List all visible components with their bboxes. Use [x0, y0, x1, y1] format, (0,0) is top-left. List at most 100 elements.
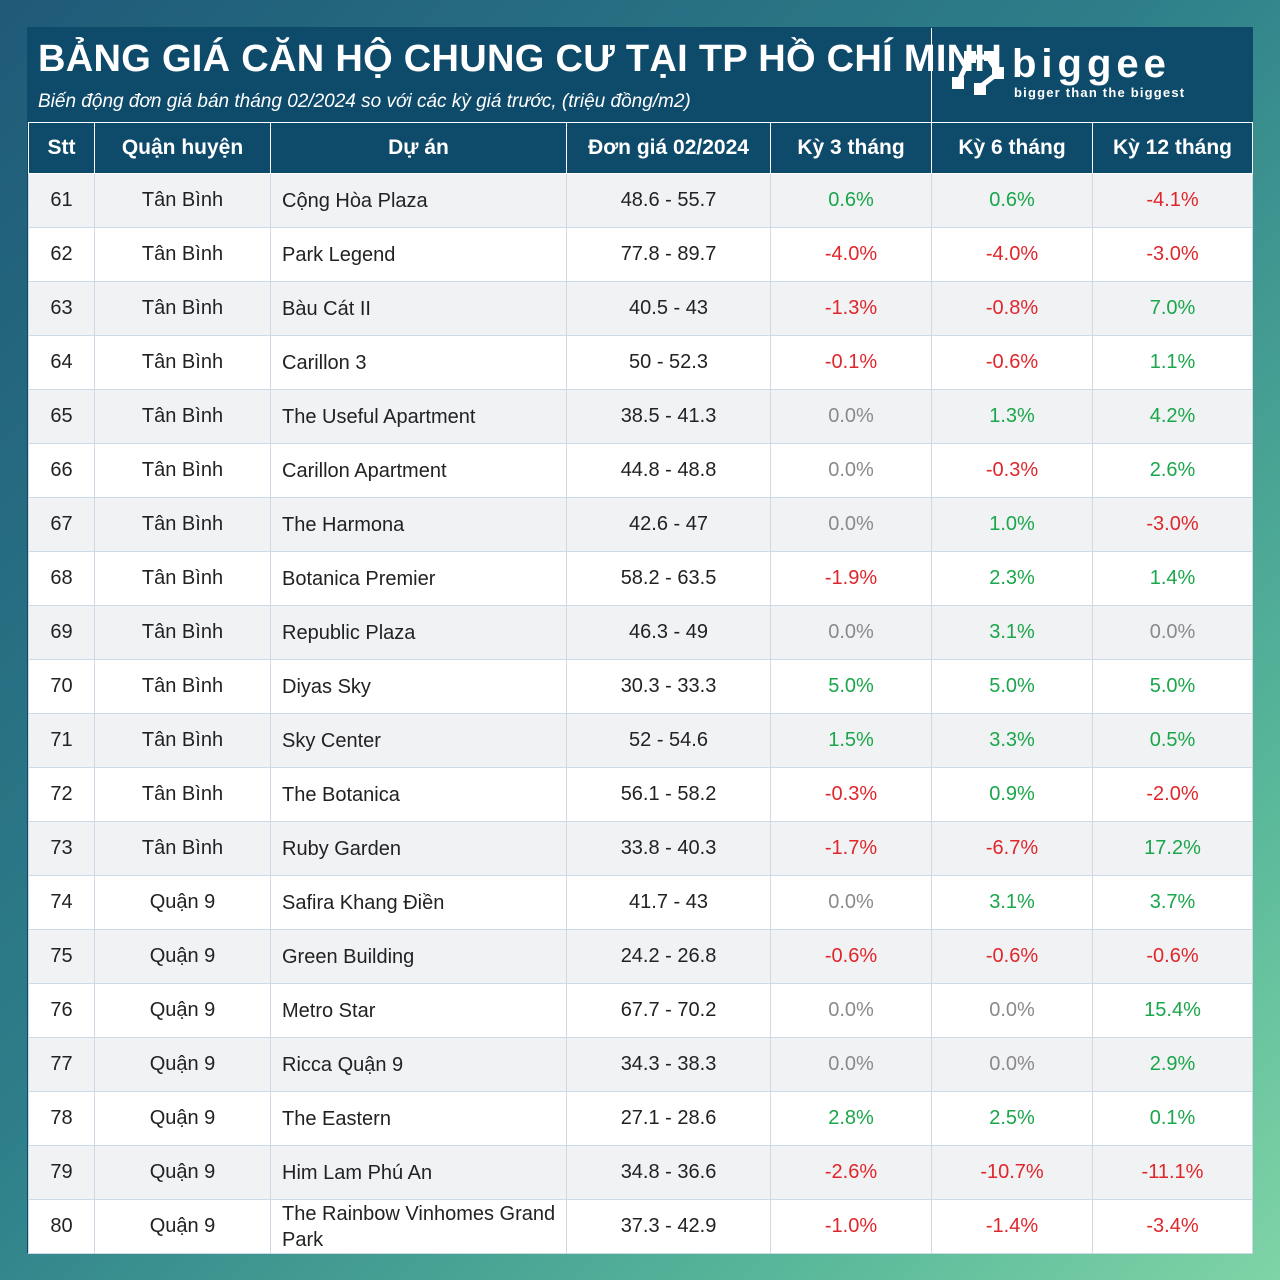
- cell-district: Tân Bình: [94, 605, 271, 660]
- cell-12-month: -3.0%: [1092, 497, 1253, 552]
- price-table: Stt Quận huyện Dự án Đơn giá 02/2024 Kỳ …: [28, 122, 1253, 1254]
- cell-project: The Useful Apartment: [270, 389, 567, 444]
- cell-project: Bàu Cát II: [270, 281, 567, 336]
- cell-6-month: 0.6%: [931, 173, 1093, 228]
- cell-district: Tân Bình: [94, 767, 271, 822]
- cell-stt: 69: [28, 605, 95, 660]
- table-row: 62 Tân Bình Park Legend 77.8 - 89.7 -4.0% -4.…: [28, 227, 1253, 282]
- table-row: 71 Tân Bình Sky Center 52 - 54.6 1.5% 3.3% 0.5…: [28, 713, 1253, 768]
- cell-project: The Botanica: [270, 767, 567, 822]
- cell-project: Ricca Quận 9: [270, 1037, 567, 1092]
- cell-stt: 70: [28, 659, 95, 714]
- cell-project: Diyas Sky: [270, 659, 567, 714]
- table-row: 63 Tân Bình Bàu Cát II 40.5 - 43 -1.3% -0.8% 7…: [28, 281, 1253, 336]
- cell-12-month: 1.4%: [1092, 551, 1253, 606]
- cell-price: 77.8 - 89.7: [566, 227, 771, 282]
- cell-project: The Harmona: [270, 497, 567, 552]
- cell-6-month: 1.3%: [931, 389, 1093, 444]
- cell-6-month: 2.3%: [931, 551, 1093, 606]
- table-row: 67 Tân Bình The Harmona 42.6 - 47 0.0% 1.0% -3…: [28, 497, 1253, 552]
- cell-12-month: -3.0%: [1092, 227, 1253, 282]
- cell-project: Sky Center: [270, 713, 567, 768]
- cell-stt: 75: [28, 929, 95, 984]
- cell-3-month: -1.3%: [770, 281, 932, 336]
- cell-price: 42.6 - 47: [566, 497, 771, 552]
- cell-stt: 66: [28, 443, 95, 498]
- cell-6-month: -0.6%: [931, 929, 1093, 984]
- cell-3-month: 0.0%: [770, 875, 932, 930]
- cell-price: 34.8 - 36.6: [566, 1145, 771, 1200]
- cell-12-month: 4.2%: [1092, 389, 1253, 444]
- cell-3-month: 0.0%: [770, 443, 932, 498]
- cell-district: Tân Bình: [94, 335, 271, 390]
- cell-12-month: 3.7%: [1092, 875, 1253, 930]
- cell-12-month: -4.1%: [1092, 173, 1253, 228]
- cell-stt: 68: [28, 551, 95, 606]
- cell-project: Cộng Hòa Plaza: [270, 173, 567, 228]
- cell-district: Quận 9: [94, 929, 271, 984]
- cell-stt: 62: [28, 227, 95, 282]
- col-header-6-month: Kỳ 6 tháng: [931, 122, 1093, 174]
- cell-district: Tân Bình: [94, 173, 271, 228]
- table-row: 78 Quận 9 The Eastern 27.1 - 28.6 2.8% 2.5% 0.…: [28, 1091, 1253, 1146]
- cell-3-month: -1.7%: [770, 821, 932, 876]
- cell-12-month: -11.1%: [1092, 1145, 1253, 1200]
- cell-price: 34.3 - 38.3: [566, 1037, 771, 1092]
- cell-6-month: 2.5%: [931, 1091, 1093, 1146]
- cell-price: 30.3 - 33.3: [566, 659, 771, 714]
- cell-12-month: 17.2%: [1092, 821, 1253, 876]
- cell-price: 24.2 - 26.8: [566, 929, 771, 984]
- cell-3-month: 5.0%: [770, 659, 932, 714]
- cell-district: Quận 9: [94, 1091, 271, 1146]
- cell-3-month: 0.0%: [770, 605, 932, 660]
- table-row: 75 Quận 9 Green Building 24.2 - 26.8 -0.6% -0…: [28, 929, 1253, 984]
- page-title: BẢNG GIÁ CĂN HỘ CHUNG CƯ TẠI TP HỒ CHÍ M…: [38, 38, 1003, 80]
- cell-project: Metro Star: [270, 983, 567, 1038]
- cell-12-month: 0.1%: [1092, 1091, 1253, 1146]
- cell-price: 56.1 - 58.2: [566, 767, 771, 822]
- cell-6-month: -0.3%: [931, 443, 1093, 498]
- cell-6-month: -10.7%: [931, 1145, 1093, 1200]
- cell-6-month: -4.0%: [931, 227, 1093, 282]
- cell-price: 40.5 - 43: [566, 281, 771, 336]
- cell-price: 41.7 - 43: [566, 875, 771, 930]
- cell-district: Tân Bình: [94, 389, 271, 444]
- cell-district: Tân Bình: [94, 227, 271, 282]
- cell-price: 37.3 - 42.9: [566, 1199, 771, 1254]
- cell-project: Green Building: [270, 929, 567, 984]
- cell-stt: 63: [28, 281, 95, 336]
- cell-stt: 80: [28, 1199, 95, 1254]
- cell-district: Quận 9: [94, 1145, 271, 1200]
- cell-district: Tân Bình: [94, 551, 271, 606]
- cell-district: Quận 9: [94, 983, 271, 1038]
- cell-price: 67.7 - 70.2: [566, 983, 771, 1038]
- cell-12-month: 15.4%: [1092, 983, 1253, 1038]
- cell-project: The Rainbow Vinhomes Grand Park: [270, 1199, 567, 1254]
- cell-price: 58.2 - 63.5: [566, 551, 771, 606]
- cell-project: Republic Plaza: [270, 605, 567, 660]
- cell-district: Quận 9: [94, 1037, 271, 1092]
- cell-stt: 79: [28, 1145, 95, 1200]
- cell-3-month: -2.6%: [770, 1145, 932, 1200]
- table-row: 76 Quận 9 Metro Star 67.7 - 70.2 0.0% 0.0% 15.…: [28, 983, 1253, 1038]
- cell-district: Quận 9: [94, 875, 271, 930]
- cell-3-month: -0.1%: [770, 335, 932, 390]
- cell-price: 50 - 52.3: [566, 335, 771, 390]
- table-row: 79 Quận 9 Him Lam Phú An 34.8 - 36.6 -2.6% -1…: [28, 1145, 1253, 1200]
- cell-district: Tân Bình: [94, 821, 271, 876]
- cell-6-month: -0.6%: [931, 335, 1093, 390]
- cell-stt: 77: [28, 1037, 95, 1092]
- page-subtitle: Biến động đơn giá bán tháng 02/2024 so v…: [38, 91, 691, 112]
- table-row: 80 Quận 9 The Rainbow Vinhomes Grand Park 3…: [28, 1199, 1253, 1254]
- col-header-3-month: Kỳ 3 tháng: [770, 122, 932, 174]
- cell-3-month: 2.8%: [770, 1091, 932, 1146]
- biggee-logo-icon: [952, 51, 1004, 95]
- cell-stt: 67: [28, 497, 95, 552]
- table-header-row: Stt Quận huyện Dự án Đơn giá 02/2024 Kỳ …: [28, 122, 1253, 174]
- cell-price: 38.5 - 41.3: [566, 389, 771, 444]
- table-row: 73 Tân Bình Ruby Garden 33.8 - 40.3 -1.7% -6.…: [28, 821, 1253, 876]
- cell-project: Park Legend: [270, 227, 567, 282]
- table-row: 65 Tân Bình The Useful Apartment 38.5 - 41.…: [28, 389, 1253, 444]
- cell-stt: 65: [28, 389, 95, 444]
- table-row: 68 Tân Bình Botanica Premier 58.2 - 63.5 -1.…: [28, 551, 1253, 606]
